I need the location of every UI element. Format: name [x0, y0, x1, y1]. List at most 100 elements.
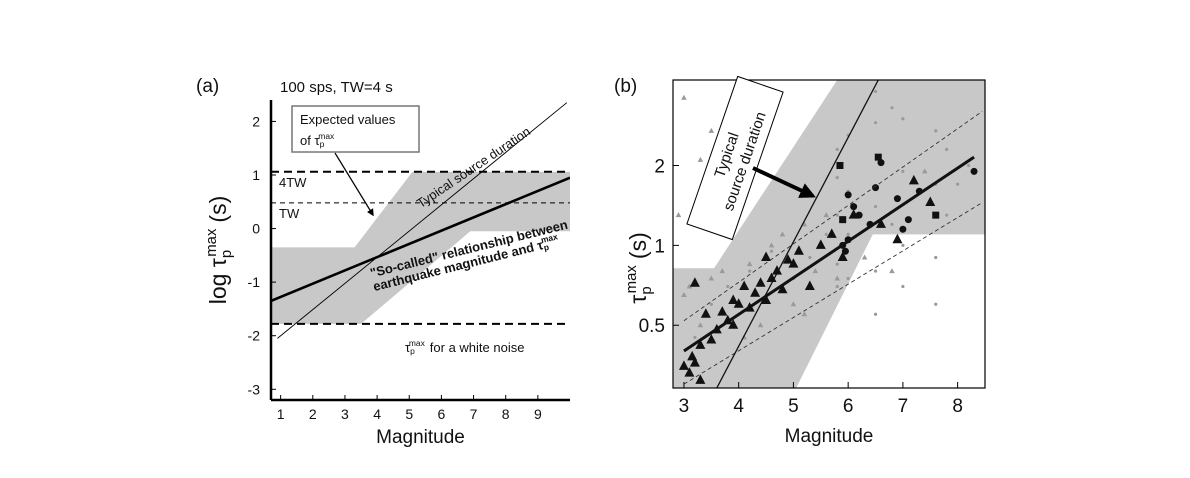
point — [717, 306, 728, 316]
point — [835, 213, 839, 217]
point — [746, 261, 753, 267]
panel-label: (a) — [196, 76, 219, 97]
line — [683, 202, 983, 385]
point — [757, 322, 764, 328]
point — [681, 292, 687, 298]
point — [777, 283, 788, 294]
point — [709, 302, 713, 306]
line — [277, 102, 568, 339]
y-axis-title-part: (s) — [625, 232, 651, 259]
point — [901, 169, 905, 174]
point — [945, 213, 949, 217]
point — [801, 311, 808, 317]
point — [812, 268, 819, 274]
y-axis-title-part: max — [623, 265, 640, 294]
annotation-part: τ — [405, 340, 411, 355]
x-tick-label: 2 — [309, 406, 317, 422]
annotation-box — [686, 75, 784, 241]
point — [689, 277, 700, 287]
panel-b: 3 4 5 6 7 8 0.5 1 2 (b) Magnitude τpmax (s) Typicalso… — [614, 75, 986, 447]
annotation: Expected values — [300, 112, 396, 127]
reference-label: TW — [279, 206, 300, 221]
point — [934, 255, 938, 260]
point — [700, 308, 711, 318]
point — [761, 251, 772, 262]
point — [728, 319, 739, 329]
point — [901, 243, 905, 247]
annotation-part: max — [540, 232, 559, 246]
point — [823, 212, 830, 218]
point — [945, 147, 949, 151]
point — [726, 284, 730, 289]
x-tick-label: 3 — [341, 406, 349, 422]
point — [801, 221, 808, 227]
point — [893, 195, 901, 203]
point — [719, 268, 726, 274]
annotation-part: p — [320, 139, 325, 149]
point — [836, 161, 844, 169]
y-axis-title-part: τ — [625, 295, 651, 304]
line — [271, 176, 570, 303]
point — [706, 333, 717, 344]
annotation-part: p — [410, 346, 415, 356]
point — [779, 231, 786, 237]
point — [877, 159, 885, 167]
point — [824, 232, 828, 236]
annotation-part: p — [543, 242, 550, 253]
point — [815, 239, 826, 249]
annotation-box — [291, 105, 420, 153]
point — [855, 211, 863, 219]
point — [890, 222, 894, 226]
point — [733, 298, 744, 308]
point — [934, 302, 938, 306]
panel-label: (b) — [614, 76, 637, 97]
point — [846, 276, 850, 281]
point — [697, 156, 704, 162]
point — [782, 254, 793, 264]
point — [788, 258, 799, 268]
point — [873, 121, 878, 125]
plot-frame — [672, 79, 986, 389]
annotation-part: of τ — [300, 133, 320, 148]
point — [826, 228, 837, 238]
point — [755, 277, 766, 287]
annotation-part: max — [318, 131, 335, 141]
point — [841, 247, 849, 255]
point — [873, 89, 878, 94]
x-tick-label: 1 — [277, 406, 285, 422]
point — [901, 117, 905, 121]
point — [873, 204, 878, 209]
point — [934, 129, 938, 133]
y-tick-label: 1 — [654, 236, 665, 257]
point — [750, 287, 761, 297]
y-tick-label: 2 — [252, 113, 260, 129]
point — [956, 182, 960, 186]
x-tick-label: 5 — [788, 396, 799, 417]
y-axis-title-part: max — [203, 228, 220, 257]
point — [835, 262, 839, 266]
point — [908, 174, 919, 185]
point — [846, 232, 850, 236]
y-tick-label: -1 — [248, 274, 261, 290]
annotation-part: max — [409, 338, 426, 348]
annotation-arrow — [334, 152, 374, 217]
point — [873, 269, 878, 273]
y-tick-label: 1 — [252, 167, 260, 183]
point — [837, 251, 848, 262]
y-tick-label: -2 — [248, 328, 261, 344]
plot-area — [271, 102, 570, 339]
x-tick-label: 6 — [437, 406, 445, 422]
point — [861, 254, 868, 260]
point — [761, 294, 772, 304]
x-tick-label: 7 — [470, 406, 478, 422]
point — [876, 218, 886, 228]
y-axis-title-part: p — [218, 250, 235, 258]
point — [728, 294, 739, 304]
point — [872, 184, 880, 192]
annotation: of τpmax — [300, 131, 335, 149]
point — [695, 339, 706, 349]
x-axis-title: Magnitude — [376, 427, 465, 448]
point — [681, 94, 687, 100]
point — [772, 265, 782, 275]
